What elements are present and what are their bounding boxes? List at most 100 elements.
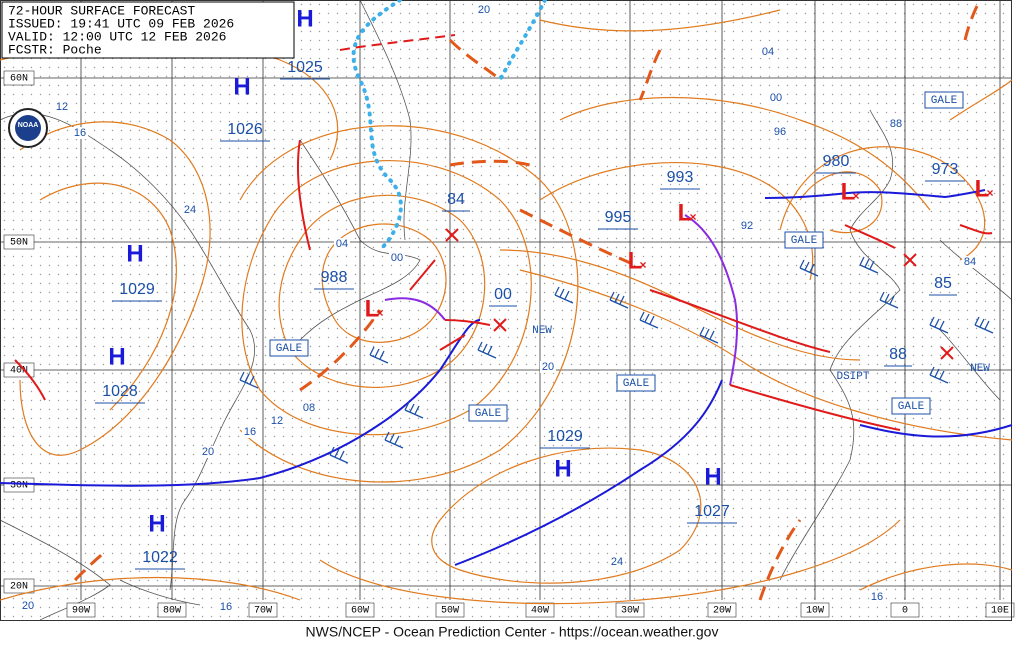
wind-barb xyxy=(799,259,819,277)
lon-label-box xyxy=(985,602,1015,618)
lon-label: 50W xyxy=(441,606,459,617)
isobar-label-bg xyxy=(888,118,904,130)
gale-box xyxy=(616,374,656,392)
lon-label: 60W xyxy=(351,606,369,617)
note: NEW xyxy=(532,325,552,337)
wind-barb xyxy=(639,311,659,329)
header-line: ISSUED: 19:41 UTC 09 FEB 2026 xyxy=(8,16,234,31)
high-pressure: 1028 xyxy=(102,383,138,400)
low-x: × xyxy=(639,258,646,272)
troughs xyxy=(73,0,982,601)
high-pressure: 1029 xyxy=(119,281,155,298)
high-pressure: 1029 xyxy=(547,428,583,445)
gale-label: GALE xyxy=(475,408,502,420)
high-symbol: H xyxy=(126,240,143,267)
low-pressure: 995 xyxy=(605,209,632,226)
isobar-label-bg xyxy=(218,601,234,613)
forming-low-x xyxy=(903,253,917,267)
gale-label: GALE xyxy=(276,343,303,355)
isobar-label: 20 xyxy=(542,361,554,373)
isobar-label: 00 xyxy=(391,252,403,264)
isobar-label-bg xyxy=(389,252,405,264)
wind-barb xyxy=(329,446,349,464)
forming-low-x xyxy=(493,318,507,332)
isobar-label: 96 xyxy=(774,126,786,138)
low-symbol: L xyxy=(365,295,380,322)
lon-label: 20W xyxy=(713,606,731,617)
low-symbol: L xyxy=(841,178,856,205)
lon-label: 40W xyxy=(531,606,549,617)
gale-label: GALE xyxy=(623,378,650,390)
header-line: FCSTR: Poche xyxy=(8,42,102,57)
lon-label-box xyxy=(890,602,920,618)
low-pressure: 973 xyxy=(932,161,959,178)
gale-label: GALE xyxy=(791,235,818,247)
lon-label: 10E xyxy=(991,606,1009,617)
wind-barb xyxy=(929,366,949,384)
isobar-label: 16 xyxy=(244,426,256,438)
high-pressure: 1026 xyxy=(227,121,263,138)
isobar-label-bg xyxy=(772,126,788,138)
isobars xyxy=(0,9,1013,605)
isobar-label: 16 xyxy=(871,591,883,603)
low-pressure: 993 xyxy=(667,169,694,186)
isobar-label: 12 xyxy=(56,101,68,113)
lat-label: 20N xyxy=(10,582,28,593)
forming-low-pressure: 88 xyxy=(889,346,907,363)
gale-label: GALE xyxy=(898,401,925,413)
isobar-label: 08 xyxy=(303,402,315,414)
isobar-label-bg xyxy=(609,556,625,568)
isobar-label: 00 xyxy=(770,92,782,104)
low-symbol: L xyxy=(975,175,990,202)
isobar-label: 92 xyxy=(741,220,753,232)
isobar-label-bg xyxy=(760,46,776,58)
labels: H1025H1026H1029H1028H1022H1029H1027L×988… xyxy=(20,4,994,613)
low-pressure: 980 xyxy=(823,153,850,170)
isobar-label: 24 xyxy=(184,204,196,216)
isobar-label: 20 xyxy=(202,446,214,458)
wind-barb xyxy=(699,326,719,344)
high-symbol: H xyxy=(554,455,571,482)
high-symbol: H xyxy=(233,73,250,100)
isobar-label: 88 xyxy=(890,118,902,130)
lon-label: 0 xyxy=(902,606,908,617)
isobar-label-bg xyxy=(540,361,556,373)
logo-text: NOAA xyxy=(18,122,39,129)
wind-barb xyxy=(929,316,949,334)
isobar-label: 04 xyxy=(336,238,348,250)
forming-low-pressure: 85 xyxy=(934,275,952,292)
lon-label: 10W xyxy=(806,606,824,617)
lon-label-box xyxy=(800,602,830,618)
low-x: × xyxy=(689,210,696,224)
gale-box xyxy=(784,231,824,249)
isobar-label-bg xyxy=(768,92,784,104)
isobar-label-bg xyxy=(476,4,492,16)
header-line: 72-HOUR SURFACE FORECAST xyxy=(8,3,195,18)
track-arrows xyxy=(409,224,993,353)
wind-barb xyxy=(369,346,389,364)
header-line: VALID: 12:00 UTC 12 FEB 2026 xyxy=(8,29,226,44)
low-symbol: L xyxy=(628,247,643,274)
lon-label: 70W xyxy=(254,606,272,617)
map-frame xyxy=(0,0,1012,621)
noaa-logo: NOAA xyxy=(8,108,48,148)
lon-label: 90W xyxy=(72,606,90,617)
isobar-label-bg xyxy=(739,220,755,232)
gale-label: GALE xyxy=(931,95,958,107)
high-symbol: H xyxy=(148,510,165,537)
lat-label-box xyxy=(3,477,35,493)
isobar-label: 16 xyxy=(220,601,232,613)
gale-box xyxy=(468,404,508,422)
lat-label: 40N xyxy=(10,366,28,377)
graticule: 60N 50N 40N 30N 20N 90W 80W 70W 60W 50W 40W 30W 20W 1… xyxy=(0,0,1015,621)
isobar-label: 04 xyxy=(762,46,774,58)
isobar-label-bg xyxy=(200,446,216,458)
gale-box xyxy=(891,397,931,415)
note: DSIPT xyxy=(836,371,869,383)
low-x: × xyxy=(376,306,383,320)
lon-label: 30W xyxy=(621,606,639,617)
low-x: × xyxy=(986,186,993,200)
low-x: × xyxy=(852,189,859,203)
